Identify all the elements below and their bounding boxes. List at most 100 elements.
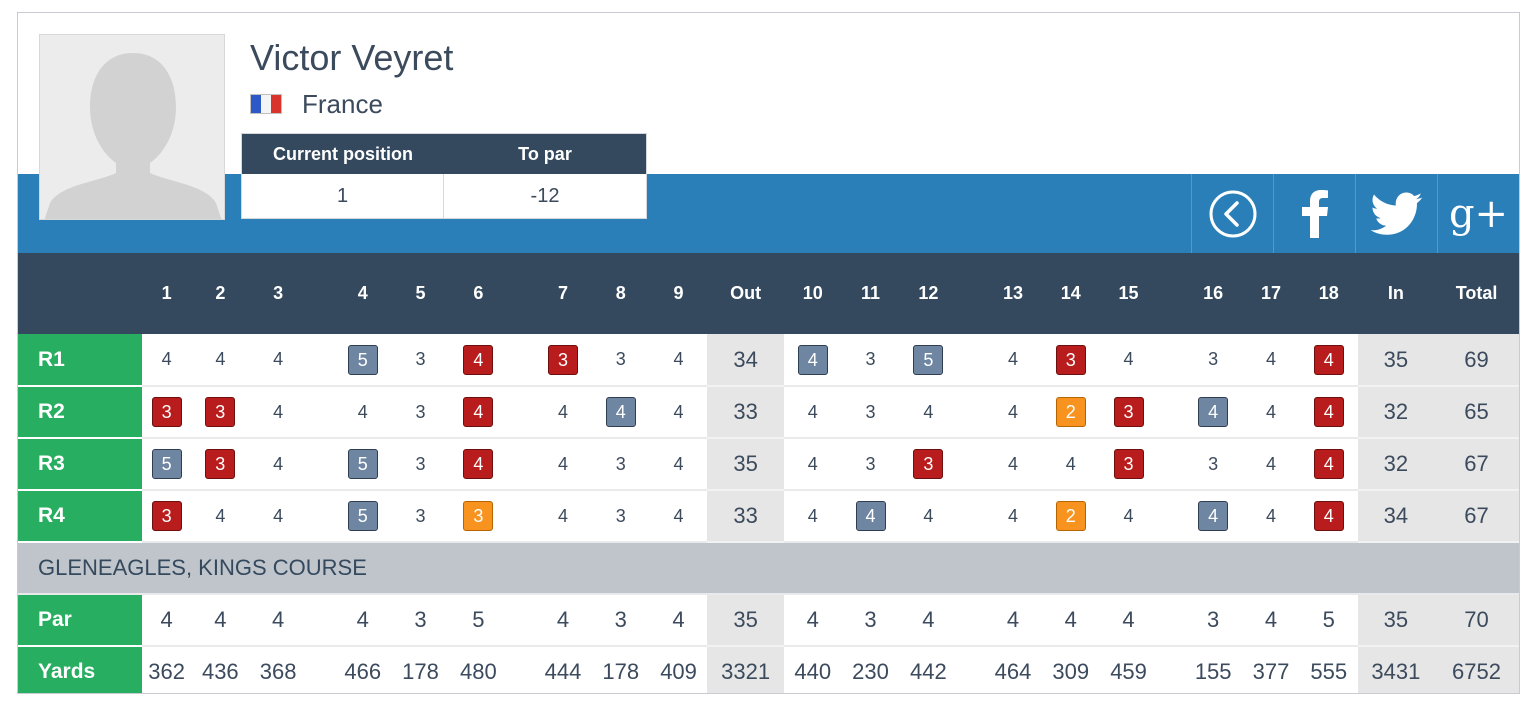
cell-spacer xyxy=(507,386,535,439)
hole-score: 3 xyxy=(391,334,450,387)
hole-score: 5 xyxy=(449,594,508,647)
google-plus-share-button[interactable]: g+ xyxy=(1437,174,1519,253)
score-badge: 5 xyxy=(347,501,378,531)
hole-score: 480 xyxy=(449,646,508,693)
hole-score: 3 xyxy=(1099,386,1158,439)
row-label: R4 xyxy=(18,490,142,543)
to-par-header: To par xyxy=(518,144,572,164)
hole-score: 4 xyxy=(899,594,958,647)
cell-spacer xyxy=(507,594,535,647)
hole-score: 4 xyxy=(191,594,250,647)
score-badge: 4 xyxy=(1313,449,1344,479)
hole-score: 4 xyxy=(333,594,392,647)
in-total: 35 xyxy=(1357,334,1435,387)
column-header: 15 xyxy=(1118,283,1139,303)
hole-score: 555 xyxy=(1299,646,1358,693)
hole-score: 4 xyxy=(249,438,308,491)
hole-score: 3 xyxy=(1184,334,1243,387)
hole-score: 3 xyxy=(591,438,650,491)
row-label: Par xyxy=(18,594,142,647)
hole-score: 4 xyxy=(333,386,392,439)
hole-score: 377 xyxy=(1242,646,1300,693)
out-total: 35 xyxy=(707,594,784,647)
hole-score: 4 xyxy=(249,594,308,647)
hole-score: 409 xyxy=(649,646,708,693)
scorecard-table: 1 2 3 4 5 6 7 8 9 Out 10 11 12 13 14 15 16 17 18 In Total R1… xyxy=(18,253,1519,693)
hole-score: 442 xyxy=(899,646,958,693)
hole-score: 3 xyxy=(391,594,450,647)
total-total: 67 xyxy=(1434,438,1519,491)
column-header: In xyxy=(1387,283,1404,303)
hole-score: 3 xyxy=(191,438,250,491)
total-total: 67 xyxy=(1434,490,1519,543)
hole-score: 155 xyxy=(1184,646,1243,693)
hole-score: 3 xyxy=(1099,438,1158,491)
hole-score: 3 xyxy=(591,594,650,647)
score-badge: 3 xyxy=(1113,449,1144,479)
cell-spacer xyxy=(307,438,334,491)
hole-score: 4 xyxy=(783,386,842,439)
google-plus-icon: g+ xyxy=(1448,190,1509,237)
score-badge: 3 xyxy=(151,501,182,531)
back-button[interactable] xyxy=(1191,174,1273,253)
column-header: 10 xyxy=(802,283,823,303)
score-badge: 4 xyxy=(1313,501,1344,531)
course-name: GLENEAGLES, KINGS COURSE xyxy=(18,542,1519,595)
score-badge: 4 xyxy=(463,344,494,375)
hole-score: 464 xyxy=(984,646,1042,693)
hole-score: 3 xyxy=(141,386,192,439)
hole-score: 4 xyxy=(1299,438,1358,491)
cell-spacer xyxy=(1157,594,1185,647)
back-circle-icon xyxy=(1209,190,1256,237)
hole-score: 4 xyxy=(534,594,592,647)
total-total: 65 xyxy=(1434,386,1519,439)
cell-spacer xyxy=(507,438,535,491)
hole-score: 3 xyxy=(841,594,900,647)
hole-score: 4 xyxy=(783,438,842,491)
score-badge: 5 xyxy=(151,449,182,479)
score-badge: 4 xyxy=(605,397,636,427)
total-total: 70 xyxy=(1434,594,1519,647)
hole-score: 436 xyxy=(191,646,250,693)
out-total: 33 xyxy=(707,386,784,439)
country-row: France xyxy=(250,89,383,119)
hole-score: 3 xyxy=(1184,594,1243,647)
score-badge: 3 xyxy=(1055,344,1086,375)
score-badge: 3 xyxy=(151,397,182,427)
score-badge: 4 xyxy=(463,397,494,427)
column-header: 6 xyxy=(473,283,484,303)
hole-score: 4 xyxy=(534,386,592,439)
hole-score: 4 xyxy=(649,386,708,439)
facebook-share-button[interactable] xyxy=(1273,174,1355,253)
round-row: R4 3 4 4 5 3 3 4 3 4 33 4 4 4 4 2 4 4 4 4 34 67 xyxy=(18,490,1519,543)
cell-spacer xyxy=(1157,334,1185,387)
twitter-share-button[interactable] xyxy=(1355,174,1437,253)
score-badge: 4 xyxy=(1313,344,1344,375)
score-badge: 3 xyxy=(1113,397,1144,427)
out-total: 3321 xyxy=(707,646,784,693)
hole-score: 230 xyxy=(841,646,900,693)
facebook-icon xyxy=(1301,189,1328,238)
hole-score: 4 xyxy=(449,438,508,491)
hole-score: 4 xyxy=(249,490,308,543)
hole-score: 440 xyxy=(783,646,842,693)
in-total: 34 xyxy=(1357,490,1435,543)
scorecard-card: Victor Veyret France Current position To… xyxy=(17,12,1520,694)
hole-score: 4 xyxy=(141,334,192,387)
hole-score: 4 xyxy=(1299,334,1358,387)
cell-spacer xyxy=(957,438,985,491)
hole-score: 368 xyxy=(249,646,308,693)
hole-score: 4 xyxy=(984,438,1042,491)
header-spacer xyxy=(18,253,142,334)
hole-score: 4 xyxy=(1041,438,1100,491)
row-label: Yards xyxy=(18,646,142,693)
hole-score: 5 xyxy=(1299,594,1358,647)
hole-score: 4 xyxy=(1299,386,1358,439)
cell-spacer xyxy=(507,490,535,543)
cell-spacer xyxy=(1157,438,1185,491)
hole-score: 444 xyxy=(534,646,592,693)
hole-score: 4 xyxy=(449,334,508,387)
player-name: Victor Veyret xyxy=(250,37,454,78)
hole-score: 3 xyxy=(449,490,508,543)
hole-score: 4 xyxy=(1242,334,1300,387)
